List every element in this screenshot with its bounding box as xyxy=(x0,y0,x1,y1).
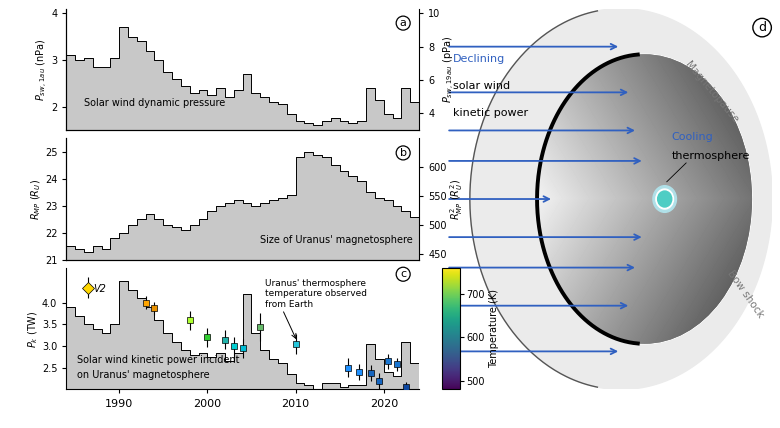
Y-axis label: $R_{MP}$ ($R_U$): $R_{MP}$ ($R_U$) xyxy=(30,178,44,220)
Text: d: d xyxy=(758,21,766,34)
Circle shape xyxy=(658,191,672,207)
Polygon shape xyxy=(470,9,772,389)
Text: Declining: Declining xyxy=(453,54,505,64)
Y-axis label: $P_k$ (TW): $P_k$ (TW) xyxy=(27,310,41,348)
Y-axis label: $P_{sw,\,19au}$ (pPa): $P_{sw,\,19au}$ (pPa) xyxy=(441,36,457,103)
Text: Solar wind dynamic pressure: Solar wind dynamic pressure xyxy=(84,98,225,108)
Circle shape xyxy=(656,189,673,209)
Text: on Uranus' magnetosphere: on Uranus' magnetosphere xyxy=(77,370,210,380)
Text: Cooling: Cooling xyxy=(672,132,713,142)
Y-axis label: $P_{sw,\,1au}$ (nPa): $P_{sw,\,1au}$ (nPa) xyxy=(34,38,50,101)
Text: c: c xyxy=(400,269,406,279)
Text: V2: V2 xyxy=(93,284,105,294)
Text: Bow shock: Bow shock xyxy=(725,269,765,320)
Text: a: a xyxy=(399,18,406,28)
Text: solar wind: solar wind xyxy=(453,81,510,91)
Y-axis label: $R^2_{MP}$ ($R^2_U$): $R^2_{MP}$ ($R^2_U$) xyxy=(448,178,465,220)
Y-axis label: Temperature (K): Temperature (K) xyxy=(489,289,499,369)
Circle shape xyxy=(653,186,676,212)
Text: thermosphere: thermosphere xyxy=(672,151,750,161)
Text: kinetic power: kinetic power xyxy=(453,107,528,118)
Polygon shape xyxy=(537,54,752,344)
Text: b: b xyxy=(399,148,406,158)
Text: Solar wind kinetic power incident: Solar wind kinetic power incident xyxy=(77,355,239,365)
Text: Uranus' thermosphere
temperature observed
from Earth: Uranus' thermosphere temperature observe… xyxy=(264,279,367,309)
Text: Magnetopause: Magnetopause xyxy=(683,59,740,125)
Text: Size of Uranus' magnetosphere: Size of Uranus' magnetosphere xyxy=(261,235,413,245)
